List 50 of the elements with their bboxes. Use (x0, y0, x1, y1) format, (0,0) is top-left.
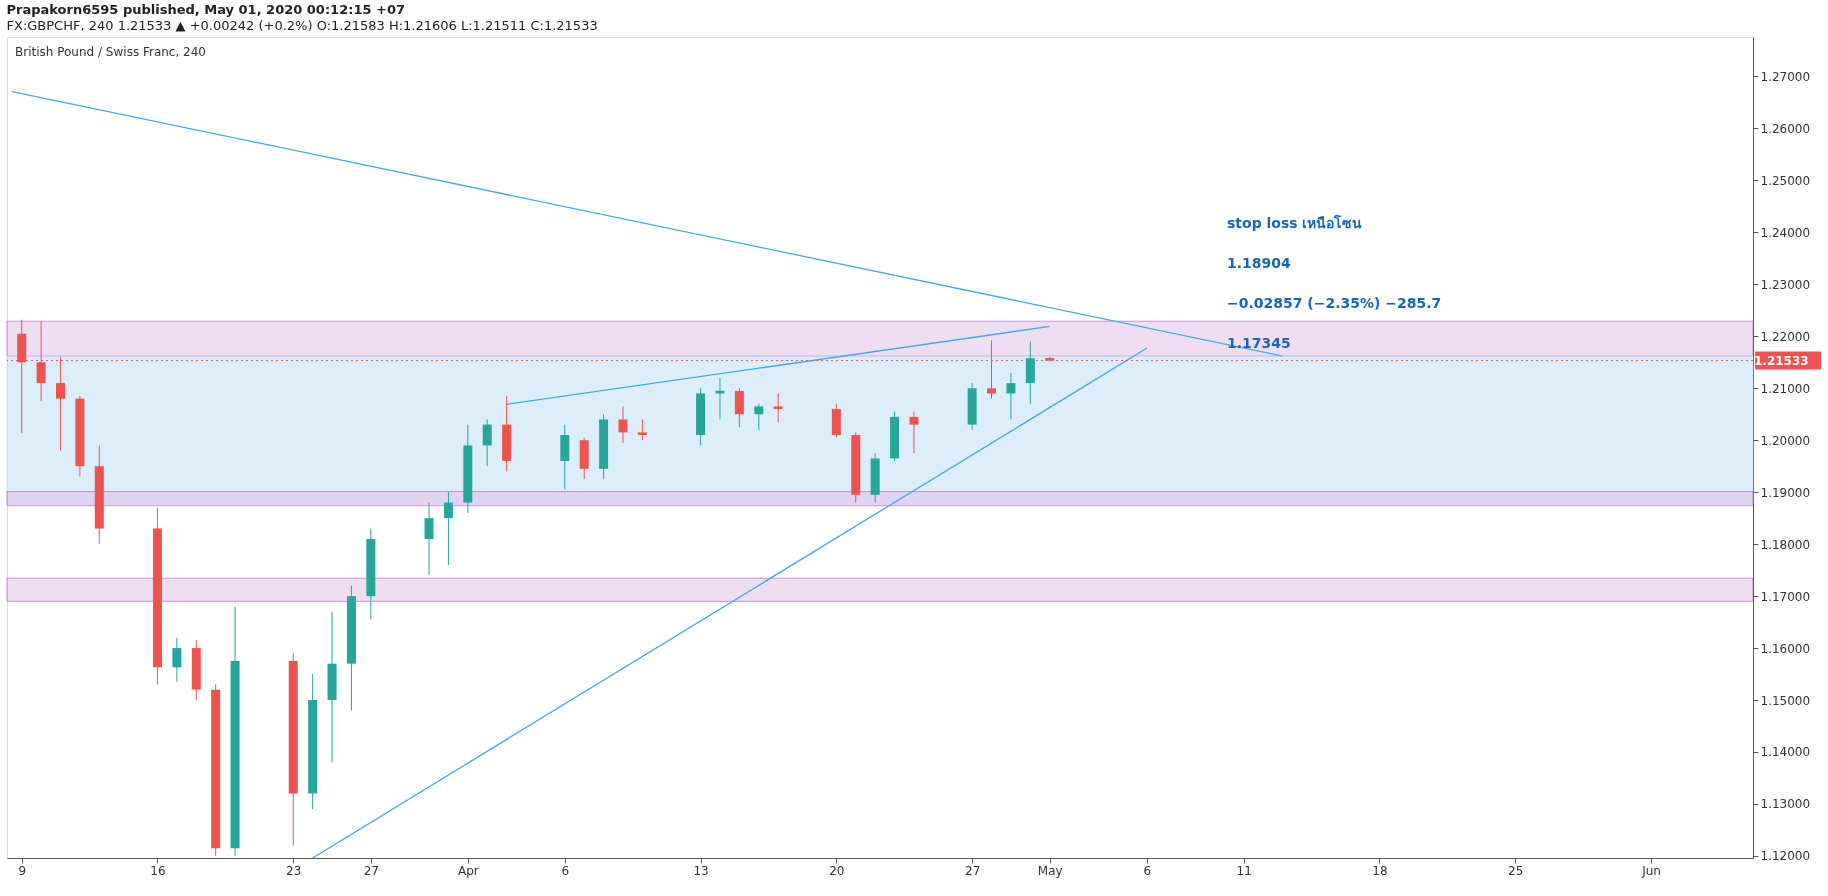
candlestick (773, 392, 783, 423)
y-tick-label: 1.17000 (1760, 589, 1811, 604)
x-tick-label: 6 (1143, 863, 1152, 878)
chart-title: Prapakorn6595 published, May 01, 2020 00:12:15 +07 (6, 2, 405, 17)
annotation: 1.18904 (1227, 255, 1292, 271)
y-tick-label: 1.15000 (1760, 693, 1811, 708)
annotation: British Pound / Swiss Franc, 240 (15, 45, 206, 59)
candlestick (637, 418, 647, 441)
y-tick-label: 1.26000 (1760, 121, 1811, 136)
candlestick (424, 502, 434, 576)
y-tick-label: 1.19000 (1760, 485, 1811, 500)
annotation: −0.02857 (−2.35%) −285.7 (1227, 295, 1442, 311)
x-tick-label: 25 (1508, 863, 1524, 878)
candlestick (443, 491, 453, 566)
x-tick-label: Apr (457, 863, 479, 878)
y-tick-label: 1.12000 (1760, 849, 1811, 864)
x-tick-label: May (1037, 863, 1063, 878)
chart-subtitle: FX:GBPCHF, 240 1.21533 ▲ +0.00242 (+0.2%) O:1.21583 H:1.21606 L:1.21511 C:1.21533 (6, 18, 598, 33)
x-tick-label: 23 (286, 863, 302, 878)
annotation: stop loss เหนือโซน (1227, 214, 1363, 231)
y-tick-label: 1.20000 (1760, 433, 1811, 448)
y-tick-label: 1.22000 (1760, 329, 1811, 344)
annotation: 1.17345 (1227, 335, 1291, 351)
candlestick (482, 418, 492, 467)
y-tick-label: 1.24000 (1760, 225, 1811, 240)
y-tick-label: 1.14000 (1760, 745, 1811, 760)
y-tick-label: 1.25000 (1760, 173, 1811, 188)
x-tick-label: 13 (693, 863, 709, 878)
y-tick-label: 1.16000 (1760, 641, 1811, 656)
candlestick (734, 387, 744, 428)
x-tick-label: 11 (1236, 863, 1252, 878)
candlestick (754, 403, 764, 431)
x-tick-label: 9 (18, 863, 27, 878)
x-tick-label: 20 (829, 863, 845, 878)
ref-line-label: 1.21533 (1754, 353, 1809, 368)
y-tick-label: 1.21000 (1760, 381, 1811, 396)
candlestick (909, 411, 919, 454)
candlestick (1006, 372, 1016, 420)
candlestick (172, 637, 182, 683)
y-tick-label: 1.27000 (1760, 69, 1811, 84)
x-tick-label: 6 (561, 863, 570, 878)
y-tick-label: 1.23000 (1760, 277, 1811, 292)
y-tick-label: 1.13000 (1760, 797, 1811, 812)
candlestick (618, 405, 628, 444)
x-tick-label: Jun (1641, 863, 1661, 878)
y-tick-label: 1.18000 (1760, 537, 1811, 552)
x-tick-label: 16 (150, 863, 166, 878)
x-tick-label: 18 (1372, 863, 1388, 878)
x-tick-label: 27 (363, 863, 379, 878)
x-tick-label: 27 (964, 863, 981, 878)
